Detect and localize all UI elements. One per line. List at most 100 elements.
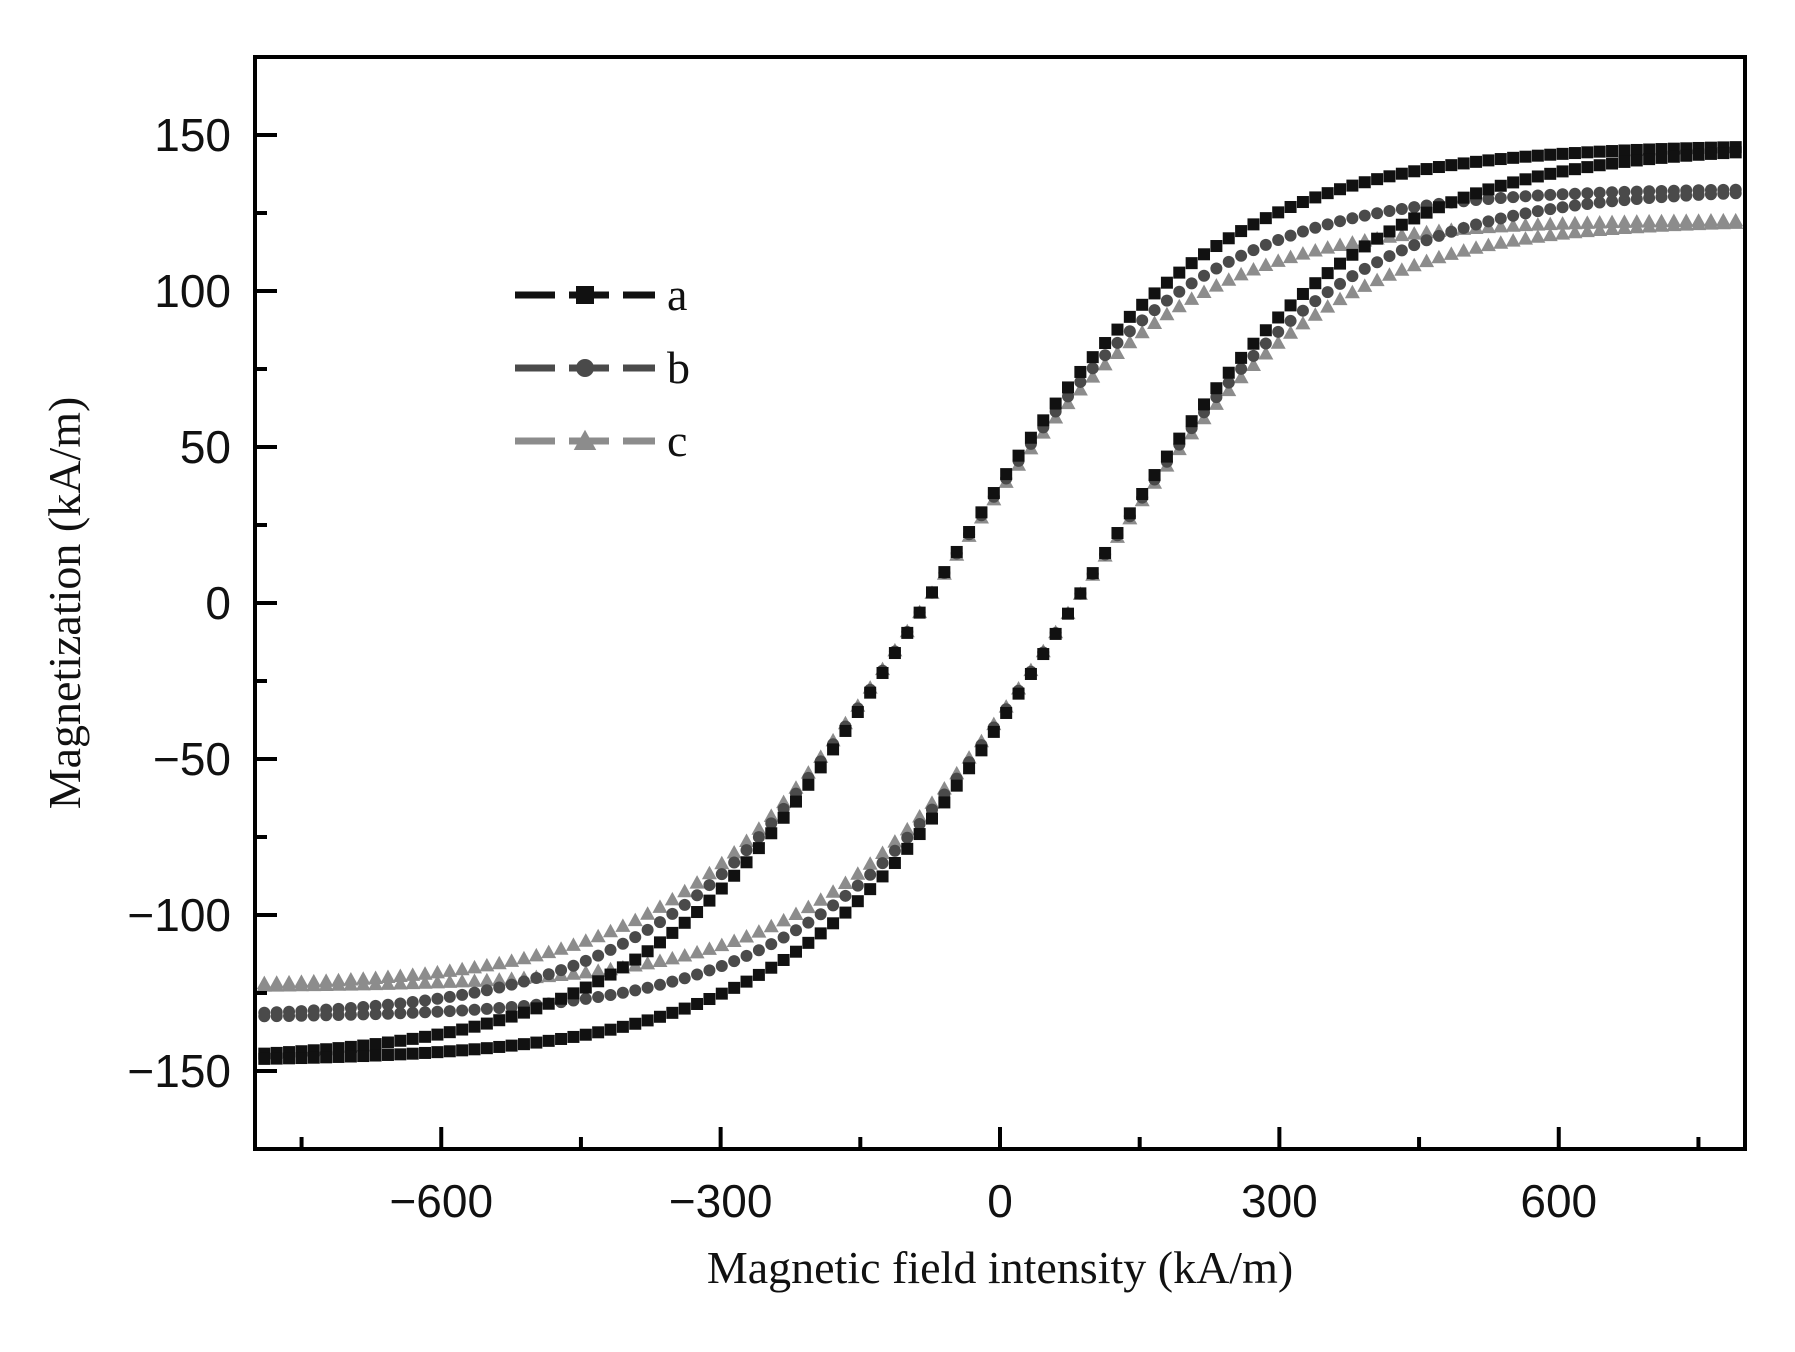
series-a-lower-point bbox=[1346, 248, 1359, 261]
series-c-lower-point bbox=[1295, 315, 1311, 330]
series-b-lower-point bbox=[1618, 194, 1631, 207]
series-a-upper-point bbox=[691, 906, 704, 919]
series-b-lower-point bbox=[728, 955, 741, 968]
series-a-upper-point bbox=[1581, 146, 1594, 159]
legend-label: a bbox=[667, 269, 687, 320]
series-b-upper-point bbox=[1507, 191, 1520, 204]
series-a-lower-point bbox=[332, 1050, 345, 1063]
series-a-upper-point bbox=[555, 992, 568, 1005]
series-b-lower-point bbox=[864, 868, 877, 881]
series-b-lower-point bbox=[1507, 209, 1520, 222]
series-c-upper-point bbox=[1221, 272, 1237, 286]
series-b-lower-point bbox=[1445, 225, 1458, 238]
series-a-upper-point bbox=[1507, 151, 1520, 164]
series-b bbox=[258, 183, 1742, 1023]
series-a-upper-point bbox=[505, 1010, 518, 1023]
series-a-upper-point bbox=[369, 1038, 382, 1051]
series-b-lower-point bbox=[913, 818, 926, 831]
series-b-lower-point bbox=[678, 972, 691, 985]
series-a-upper-point bbox=[678, 916, 691, 929]
series-a-lower-point bbox=[505, 1039, 518, 1052]
series-c-lower-point bbox=[800, 899, 816, 914]
series-a-lower-point bbox=[1037, 648, 1050, 661]
series-a-lower-point bbox=[1482, 183, 1495, 196]
series-c-upper-point bbox=[739, 833, 755, 847]
series-c-upper-point bbox=[603, 923, 619, 938]
series-a-lower-point bbox=[876, 870, 889, 883]
series-a-upper-point bbox=[1235, 225, 1248, 238]
series-b-lower-point bbox=[406, 1006, 419, 1019]
series-a-upper-point bbox=[1383, 170, 1396, 183]
legend-marker-square bbox=[576, 286, 594, 304]
series-c-lower-point bbox=[1555, 226, 1571, 240]
series-b-lower-point bbox=[604, 988, 617, 1001]
series-a-upper-point bbox=[765, 827, 778, 840]
legend-marker-circle bbox=[576, 359, 594, 377]
series-b-lower-point bbox=[629, 984, 642, 997]
series-a-upper-point bbox=[802, 778, 815, 791]
series-a-lower-point bbox=[1123, 507, 1136, 520]
series-a-lower-point bbox=[344, 1050, 357, 1063]
series-b-lower-point bbox=[1371, 256, 1384, 269]
series-a-upper-point bbox=[1309, 191, 1322, 204]
series-c-lower-point bbox=[318, 977, 334, 991]
series-c-upper-point bbox=[1505, 218, 1521, 232]
series-b-lower-point bbox=[641, 981, 654, 994]
series-a-lower-point bbox=[740, 975, 753, 988]
series-layer bbox=[256, 141, 1744, 1065]
series-a-upper-point bbox=[1643, 143, 1656, 156]
series-c-lower-point bbox=[1419, 253, 1435, 268]
series-a-upper-point bbox=[703, 894, 716, 907]
series-c-lower-point bbox=[652, 953, 668, 967]
series-b-lower-point bbox=[814, 908, 827, 921]
series-a-upper-point bbox=[1160, 276, 1173, 289]
series-c-lower-point bbox=[1579, 223, 1595, 238]
series-c-lower-point bbox=[875, 845, 891, 860]
series-a-lower-point bbox=[765, 961, 778, 974]
series-b-upper-point bbox=[1247, 244, 1260, 257]
series-a-upper-point bbox=[406, 1032, 419, 1045]
series-c-lower-point bbox=[912, 809, 928, 823]
series-b-upper-point bbox=[1606, 186, 1619, 199]
series-a-lower-point bbox=[530, 1036, 543, 1049]
series-c-lower-point bbox=[825, 884, 841, 898]
series-c-upper-point bbox=[1344, 235, 1360, 249]
series-c-upper-point bbox=[640, 906, 656, 920]
series-b-upper-point bbox=[1556, 188, 1569, 201]
x-tick-label: 0 bbox=[987, 1175, 1013, 1227]
series-a-upper-point bbox=[1111, 323, 1124, 336]
series-b-lower-point bbox=[1680, 189, 1693, 202]
series-c-lower-point bbox=[689, 944, 705, 959]
series-a-upper-point bbox=[1037, 414, 1050, 427]
series-a-lower-point bbox=[1395, 218, 1408, 231]
series-b-upper-point bbox=[555, 964, 568, 977]
series-b-upper-point bbox=[1395, 202, 1408, 215]
series-b-upper-point bbox=[1173, 285, 1186, 298]
series-c-upper-point bbox=[541, 944, 557, 959]
series-b-lower-point bbox=[827, 899, 840, 912]
series-a-lower-point bbox=[1445, 196, 1458, 209]
series-a-upper-point bbox=[357, 1039, 370, 1052]
series-c-lower-point bbox=[664, 950, 680, 965]
series-b-lower-point bbox=[1259, 337, 1272, 350]
series-b-upper-point bbox=[641, 923, 654, 936]
series-c-lower-point bbox=[1567, 224, 1583, 239]
series-a-lower-point bbox=[1012, 687, 1025, 700]
y-tick-label: 150 bbox=[154, 109, 231, 161]
series-c-upper-point bbox=[578, 933, 594, 947]
legend-item-c: c bbox=[515, 415, 687, 466]
series-a-lower-point bbox=[1568, 163, 1581, 176]
series-a-lower-point bbox=[1173, 432, 1186, 445]
series-a-upper-point bbox=[1296, 196, 1309, 209]
series-a-upper-point bbox=[1024, 431, 1037, 444]
series-c-upper-point bbox=[1122, 334, 1138, 349]
series-c-lower-point bbox=[1443, 246, 1459, 260]
series-c-lower-point bbox=[862, 856, 878, 870]
series-b-lower-point bbox=[443, 1005, 456, 1018]
series-c-lower-point bbox=[1703, 216, 1719, 230]
series-a-lower-point bbox=[703, 993, 716, 1006]
series-a-lower-point bbox=[1581, 161, 1594, 174]
series-b-lower-point bbox=[888, 844, 901, 857]
series-b-upper-point bbox=[592, 949, 605, 962]
series-a-upper-point bbox=[1358, 176, 1371, 189]
